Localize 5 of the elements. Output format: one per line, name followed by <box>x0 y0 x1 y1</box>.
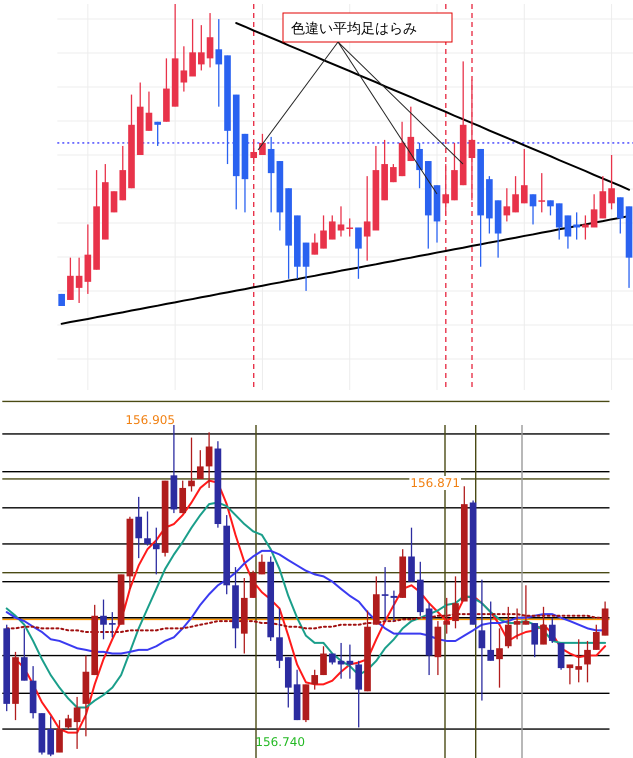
price-label: 156.871 <box>409 476 461 490</box>
price-label: 156.740 <box>255 735 305 749</box>
price-label: 156.905 <box>125 413 175 427</box>
note: 色違い平均足はらみ <box>282 12 452 42</box>
annotation: 色違い平均足はらみ <box>291 21 417 37</box>
